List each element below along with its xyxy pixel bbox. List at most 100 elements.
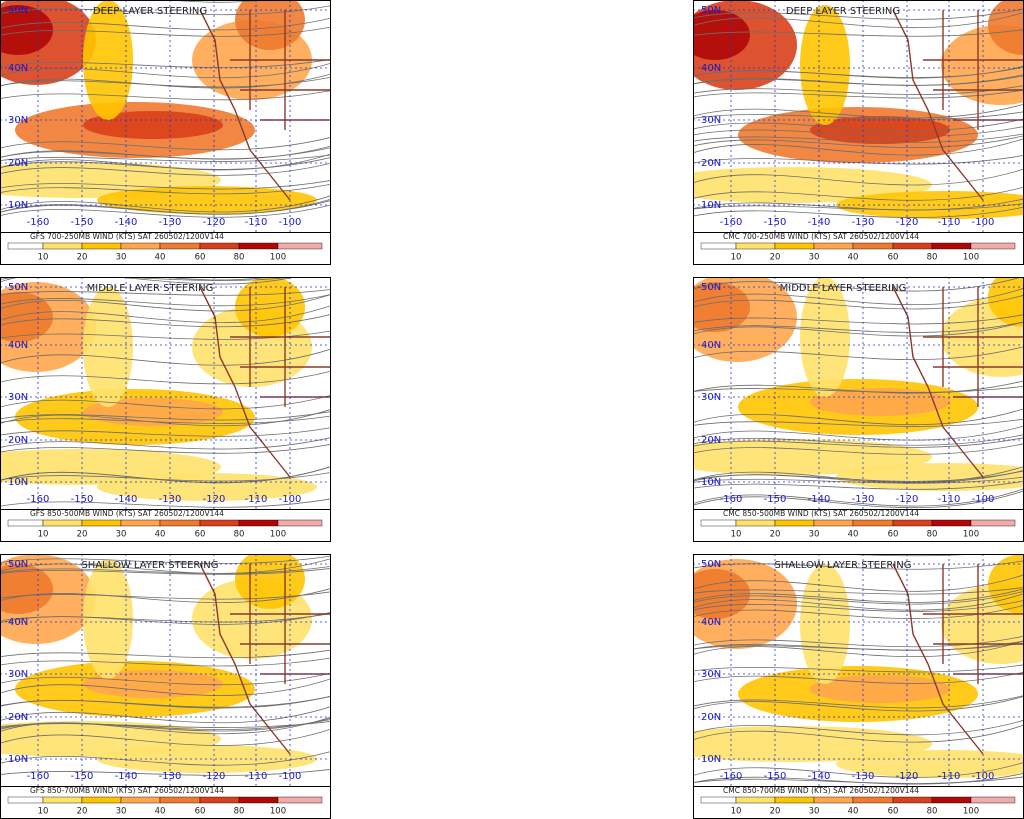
wind-shading [800, 564, 850, 684]
map-panel: 50N 40N 30N 20N 10N -160 -150 -140 -130 -120 -110-… [0, 554, 331, 819]
streamline [0, 678, 331, 696]
lat-label: 10N [701, 477, 721, 488]
lon-label: -140 [808, 217, 831, 228]
colorbar-label: 80 [927, 253, 938, 263]
streamline [0, 293, 331, 307]
streamline [693, 89, 1024, 99]
streamline [693, 186, 1024, 201]
wind-shading [235, 0, 305, 50]
colorbar-segment [42, 519, 83, 527]
streamline [693, 560, 1024, 570]
colorbar-label: 80 [927, 807, 938, 817]
streamline [693, 103, 1024, 119]
streamline [0, 26, 331, 37]
lon-label: -110 [938, 217, 961, 228]
colorbar-label: 20 [770, 807, 781, 817]
lat-label: 50N [8, 5, 28, 16]
panel-border [0, 0, 331, 265]
lat-label: 50N [8, 559, 28, 570]
colorbar-segment [813, 519, 854, 527]
colorbar-segment [81, 242, 122, 250]
lon-label: -150 [71, 494, 94, 505]
streamline [0, 183, 331, 195]
streamline [0, 200, 331, 215]
streamline [0, 195, 331, 213]
lon-label: -110 [245, 494, 268, 505]
streamline [0, 411, 331, 421]
colorbar-label: 40 [848, 530, 859, 540]
streamline [0, 204, 331, 218]
wind-shading [693, 10, 750, 60]
streamline [693, 488, 1024, 507]
colorbar-segment [700, 519, 737, 527]
colorbar-segment [238, 796, 279, 804]
wind-shading [836, 191, 1024, 219]
streamline [0, 768, 331, 776]
wind-shading [810, 388, 950, 416]
lon-label: -140 [115, 771, 138, 782]
lat-label: 20N [701, 435, 721, 446]
wind-shading [810, 675, 950, 703]
lon-label: -160 [720, 494, 743, 505]
lat-label: 20N [8, 712, 28, 723]
streamline [693, 168, 1024, 186]
colorbar-label: 10 [38, 807, 49, 817]
streamline [0, 613, 331, 623]
wind-shading [235, 277, 305, 337]
colorbar-label: 40 [848, 253, 859, 263]
panel-title: SHALLOW LAYER STEERING [81, 560, 218, 571]
colorbar-label: 10 [731, 530, 742, 540]
streamline [693, 480, 1024, 490]
colorbar-segment [277, 519, 323, 527]
streamline [693, 294, 1024, 310]
streamline [693, 599, 1024, 612]
lat-label: 40N [8, 63, 28, 74]
map-area: 50N 40N 30N 20N 10N -160 -150 -140 -130 -120 -110-… [0, 277, 331, 510]
panel-title: DEEP LAYER STEERING [93, 6, 207, 17]
lon-label: -130 [159, 494, 182, 505]
colorbar-segment [238, 519, 279, 527]
colorbar-label: 10 [38, 530, 49, 540]
streamline [693, 66, 1024, 78]
lon-label: -110 [938, 494, 961, 505]
wind-shading [0, 564, 53, 614]
streamline [693, 640, 1024, 658]
panel-title: MIDDLE LAYER STEERING [780, 283, 907, 294]
streamline [693, 346, 1024, 360]
lon-label: -100 [279, 494, 302, 505]
colorbar-segment [159, 519, 201, 527]
streamline [0, 427, 331, 437]
streamline [693, 418, 1024, 427]
lon-label: -140 [115, 494, 138, 505]
streamline [0, 289, 331, 296]
colorbar-label: 100 [270, 530, 286, 540]
panel-title: SHALLOW LAYER STEERING [774, 560, 911, 571]
streamline [0, 277, 298, 285]
colorbar-segment [42, 796, 83, 804]
lon-label: -140 [115, 217, 138, 228]
colorbar-segment [813, 796, 854, 804]
colorbar-segment [931, 519, 972, 527]
colorbar-segment [735, 796, 776, 804]
wind-shading [83, 111, 223, 139]
streamline [693, 314, 1024, 325]
streamline [693, 154, 1024, 165]
streamline [0, 17, 331, 31]
streamline [0, 76, 331, 88]
panel-caption: CMC 850-500MB WIND (KTS) SAT 260502/1200… [723, 509, 919, 518]
streamline [693, 587, 1024, 595]
colorbar-segment [813, 242, 854, 250]
streamline [693, 126, 1024, 137]
panel-title: DEEP LAYER STEERING [786, 6, 900, 17]
colorbar-label: 20 [77, 530, 88, 540]
colorbar-label: 80 [927, 530, 938, 540]
colorbar-label: 20 [770, 530, 781, 540]
colorbar-segment [81, 519, 122, 527]
map-panel: 50N 40N 30N 20N 10N -160 -150 -140 -130 -120 -110-… [693, 0, 1024, 265]
colorbar-segment [238, 242, 279, 250]
colorbar-segment [774, 242, 815, 250]
lat-label: 30N [8, 392, 28, 403]
colorbar-label: 100 [270, 807, 286, 817]
lon-label: -100 [279, 771, 302, 782]
